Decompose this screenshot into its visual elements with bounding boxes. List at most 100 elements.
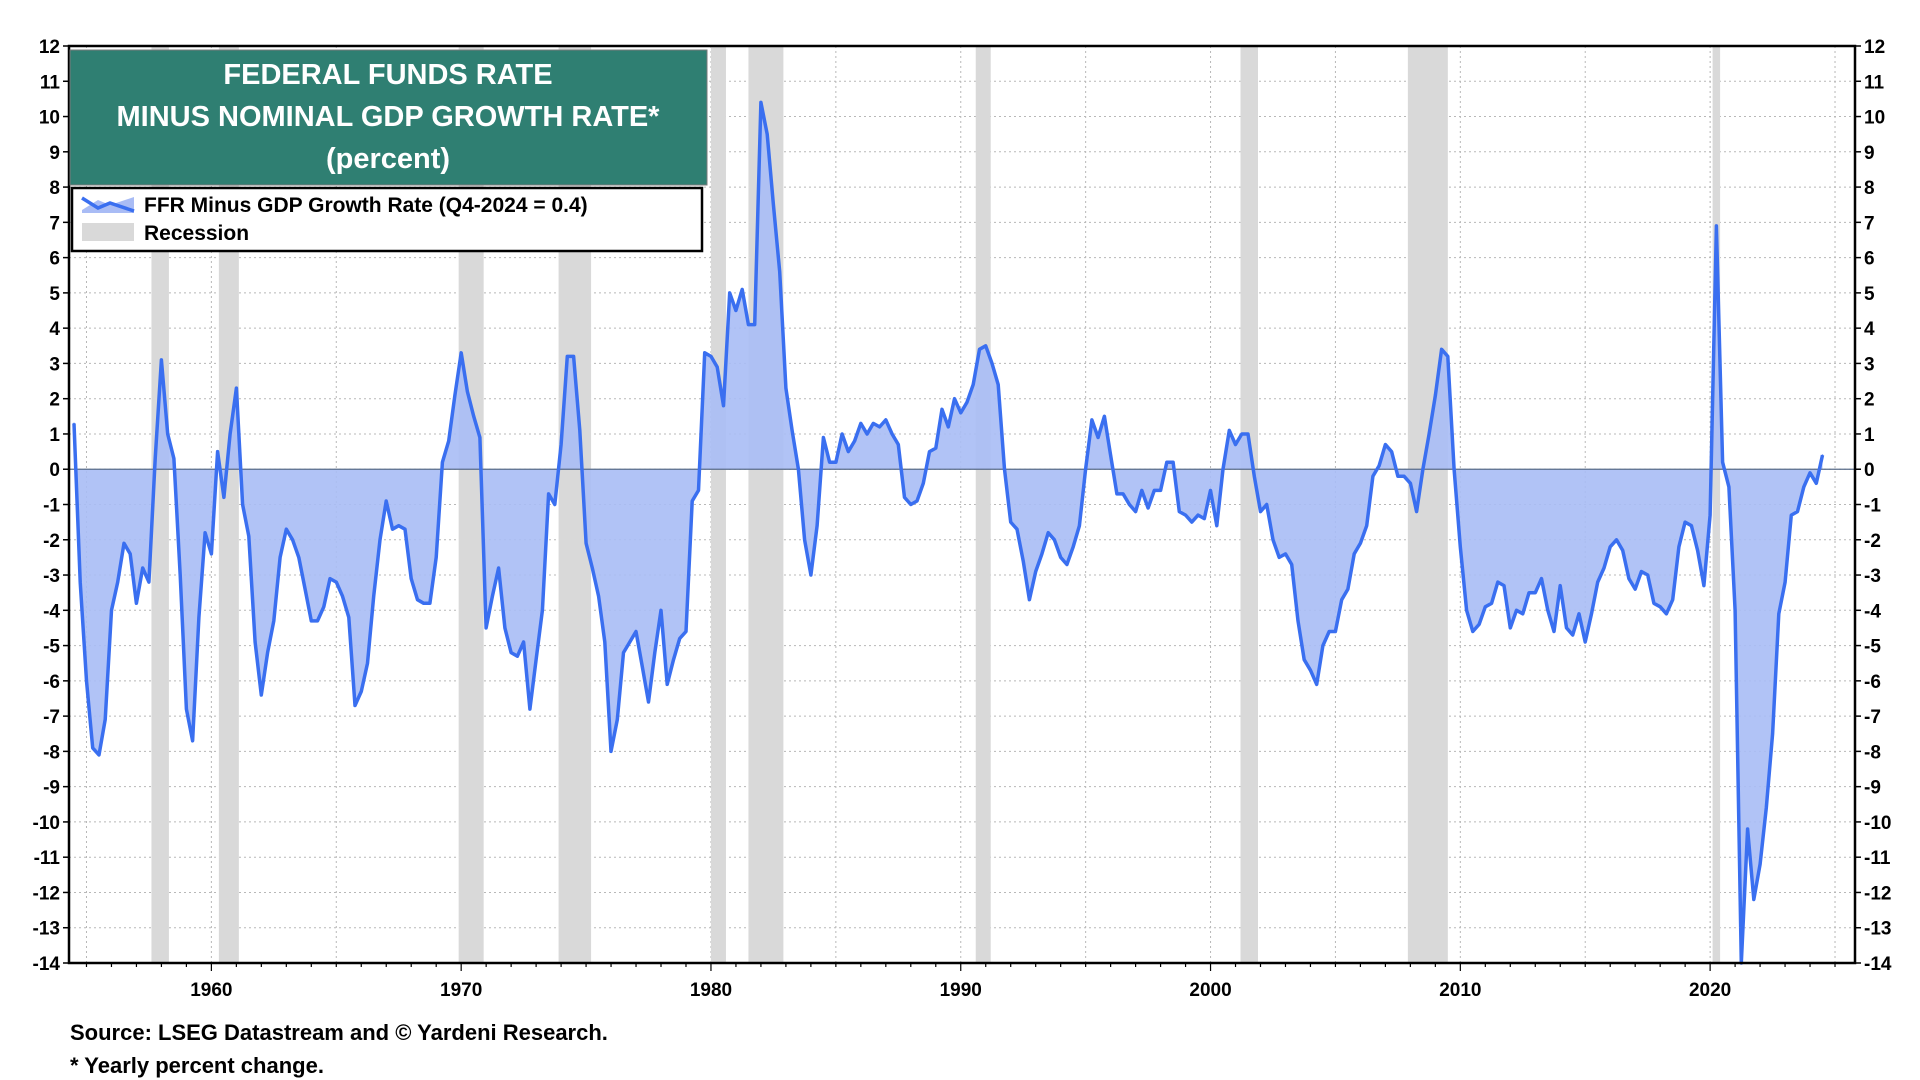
data-point: [1665, 613, 1668, 615]
title-box: FEDERAL FUNDS RATE MINUS NOMINAL GDP GRO…: [69, 49, 708, 186]
data-point: [1353, 553, 1355, 555]
data-point: [1453, 468, 1455, 471]
data-point: [653, 651, 656, 654]
data-point: [310, 620, 313, 622]
data-point: [1072, 546, 1074, 548]
data-point: [316, 620, 319, 622]
data-point: [1671, 598, 1674, 601]
x-tick-label: 2010: [1439, 980, 1481, 1001]
y-tick-label-right: -5: [1864, 637, 1881, 658]
data-point: [1103, 415, 1106, 418]
data-point: [1247, 433, 1249, 435]
y-tick-label-right: 5: [1864, 284, 1875, 305]
data-point: [928, 450, 931, 453]
data-point: [116, 581, 119, 583]
x-axis: 1960 1970 1980 1990 2000 2010 2020: [85, 963, 1836, 1001]
data-point: [803, 538, 806, 541]
x-tick-label: 2020: [1689, 980, 1731, 1001]
data-point: [891, 433, 893, 435]
data-point: [953, 397, 956, 400]
data-point: [1091, 419, 1093, 421]
data-point: [279, 556, 281, 559]
data-point: [1078, 524, 1081, 527]
data-point: [1178, 510, 1181, 513]
data-point: [447, 440, 450, 442]
y-tick-label-left: 7: [49, 213, 60, 234]
data-point: [1134, 510, 1137, 513]
y-tick-label-left: 12: [39, 37, 60, 58]
data-point: [1147, 507, 1149, 509]
y-tick-label-left: 10: [39, 108, 60, 129]
x-tick-label: 1990: [940, 980, 982, 1001]
data-point: [123, 542, 125, 545]
y-tick-label-left: -7: [43, 707, 60, 728]
data-point: [641, 665, 644, 668]
data-point: [1640, 570, 1643, 573]
data-point: [429, 602, 431, 605]
legend: FFR Minus GDP Growth Rate (Q4-2024 = 0.4…: [70, 186, 704, 253]
data-point: [685, 630, 687, 633]
data-point: [903, 496, 906, 499]
data-point: [416, 598, 419, 601]
data-point: [522, 641, 525, 643]
y-tick-label-right: 12: [1864, 37, 1885, 58]
data-point: [691, 500, 694, 502]
recession-band: [218, 46, 239, 963]
data-point: [959, 412, 962, 414]
data-point: [260, 694, 263, 696]
data-point: [1259, 510, 1262, 513]
data-point: [241, 503, 244, 506]
source-note: Source: LSEG Datastream and © Yardeni Re…: [70, 1020, 608, 1045]
data-point: [85, 680, 88, 682]
y-tick-label-left: -8: [43, 742, 60, 763]
data-point: [941, 408, 943, 411]
data-point: [747, 323, 750, 326]
data-point: [1003, 468, 1006, 471]
data-point: [541, 609, 544, 612]
data-point: [441, 461, 444, 463]
data-point: [1553, 630, 1555, 633]
data-point: [710, 355, 712, 358]
data-point: [1528, 591, 1530, 594]
data-point: [1709, 514, 1711, 516]
data-point: [878, 426, 881, 428]
data-point: [266, 651, 269, 654]
recession-band: [1240, 46, 1259, 963]
legend-frame: [70, 186, 704, 253]
data-point: [485, 627, 487, 629]
data-point: [1796, 510, 1799, 513]
data-point: [479, 436, 481, 439]
data-point: [1659, 605, 1661, 608]
y-tick-label-left: -6: [43, 672, 60, 693]
data-point: [566, 355, 569, 358]
y-axis-left: -14-13-12-11-10-9-8-7-6-5-4-3-2-10123456…: [33, 37, 69, 975]
y-tick-label-left: 1: [49, 425, 60, 446]
series-area: [74, 102, 1823, 963]
y-tick-label-right: 2: [1864, 390, 1875, 411]
data-point: [585, 542, 587, 545]
data-point: [422, 602, 425, 605]
recession-band: [1712, 46, 1721, 963]
data-point: [741, 288, 743, 291]
data-point: [248, 535, 250, 538]
data-point: [1628, 577, 1630, 580]
data-point: [329, 577, 331, 580]
data-point: [1721, 461, 1724, 463]
data-point: [735, 309, 737, 312]
data-point: [404, 528, 406, 530]
data-point: [604, 641, 606, 643]
data-point: [1390, 450, 1393, 453]
data-point: [860, 422, 862, 425]
data-point: [91, 747, 94, 749]
data-point: [160, 359, 163, 361]
title-background: [69, 49, 708, 186]
data-point: [610, 750, 612, 753]
data-point: [1472, 630, 1474, 633]
data-point: [797, 468, 800, 471]
data-point: [785, 387, 787, 389]
data-point: [354, 704, 356, 707]
data-point: [1434, 394, 1437, 396]
legend-series-swatch-line: [81, 196, 135, 213]
y-tick-label-right: -8: [1864, 742, 1881, 763]
data-point: [1521, 613, 1524, 615]
